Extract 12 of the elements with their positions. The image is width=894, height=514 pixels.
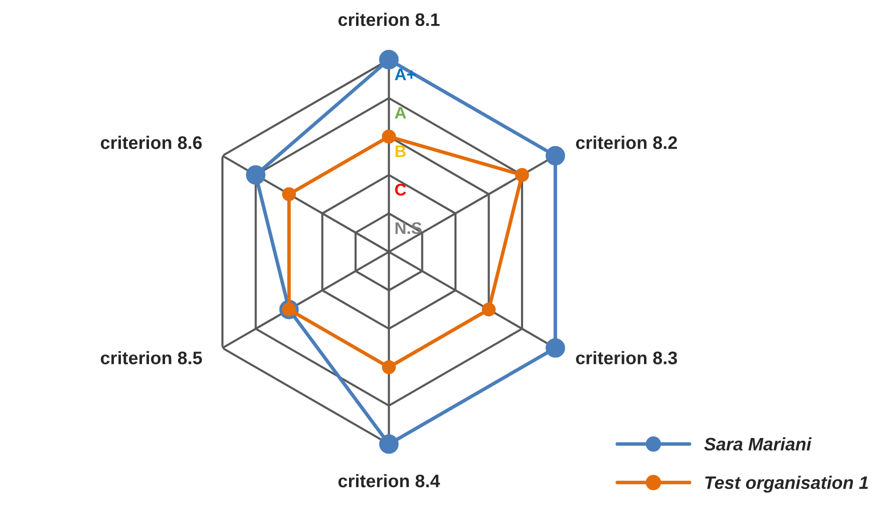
spoke-label: criterion 8.2 — [576, 136, 677, 150]
spoke-label: criterion 8.6 — [100, 136, 202, 150]
spoke-label: criterion 8.5 — [100, 351, 202, 364]
legend-label: Sara Mariani — [704, 437, 812, 451]
spoke-label: criterion 8.1 — [338, 12, 440, 26]
legend-label: Test organisation 1 — [705, 476, 868, 493]
y-tick-label: B — [396, 146, 406, 157]
y-tick-label: C — [395, 184, 406, 196]
y-tick-label: A — [394, 107, 406, 119]
spoke-label: criterion 8.4 — [338, 474, 440, 488]
spoke-label: criterion 8.3 — [576, 351, 678, 364]
y-tick-label: A+ — [394, 68, 416, 80]
